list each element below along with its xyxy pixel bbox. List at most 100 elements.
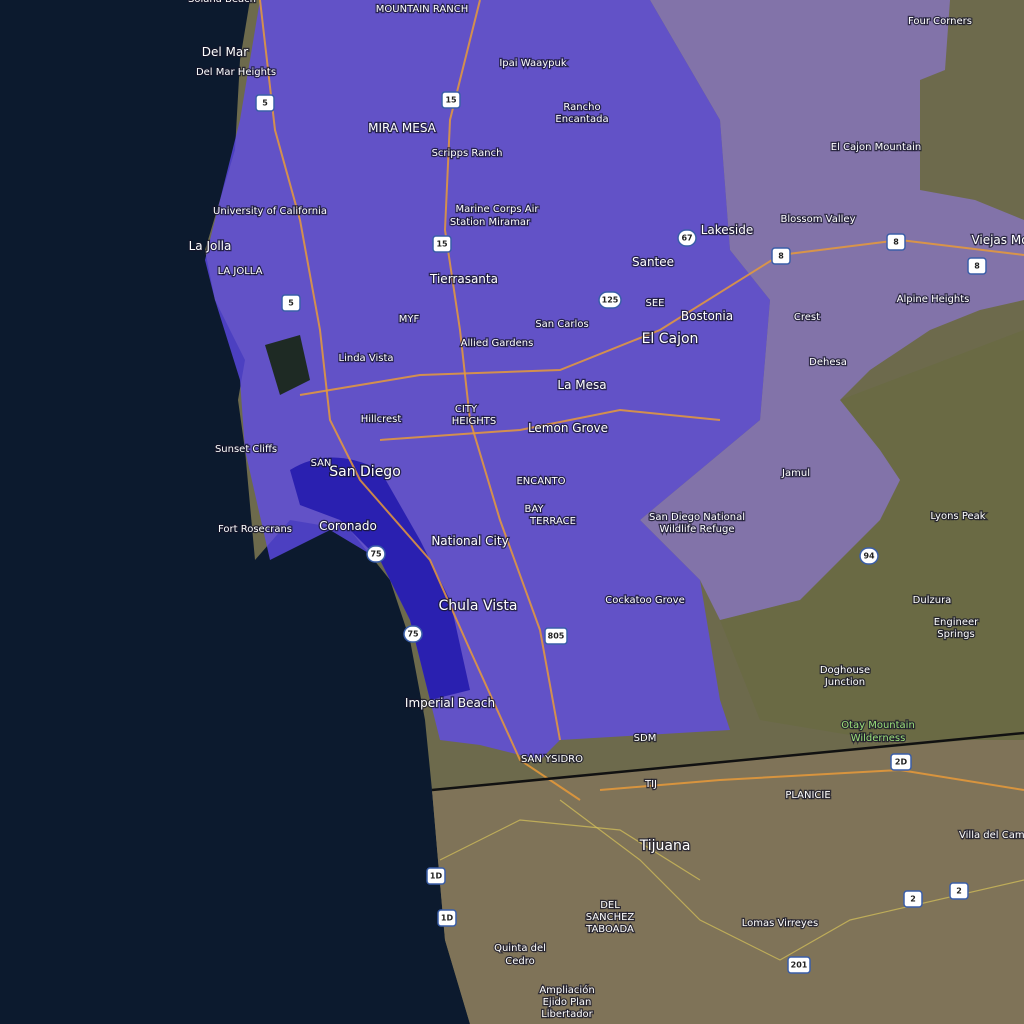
place-label: LA JOLLA <box>218 266 263 277</box>
mission-bay <box>265 335 310 395</box>
region-core <box>205 0 770 760</box>
shield: 67 <box>677 229 697 247</box>
label-line: SANCHEZ <box>586 912 635 923</box>
place-label: Rancho Encantada <box>555 102 608 125</box>
mountains <box>720 330 1024 740</box>
place-label: Marine Corps Air Station Miramar <box>450 204 540 228</box>
place-label: Hillcrest <box>361 414 402 425</box>
place-label: Jamul <box>781 468 810 479</box>
shield: 94 <box>859 547 879 565</box>
place-label: Villa del Camp <box>959 830 1024 841</box>
place-label: Coronado <box>319 519 377 533</box>
shield: 15 <box>441 91 461 109</box>
place-label: Tijuana <box>639 838 691 854</box>
label-line: Marine Corps Air <box>456 204 540 215</box>
shield-label: 2 <box>910 895 916 904</box>
road <box>599 768 1024 791</box>
shields: 5 15 15 8 8 8 125 67 94 75 75 805 905 2D… <box>255 91 987 974</box>
place-label: La Jolla <box>189 239 232 253</box>
place-label: La Mesa <box>557 378 606 392</box>
shield: 201 <box>787 956 811 974</box>
shield: 15 <box>432 235 452 253</box>
label-line: Otay Mountain <box>841 720 915 731</box>
label-line: Engineer <box>934 617 979 628</box>
label-line: TERRACE <box>529 516 576 527</box>
label-line: Wildlife Refuge <box>660 524 735 535</box>
label-line: Springs <box>937 629 974 640</box>
place-label: San Diego <box>329 464 401 480</box>
place-label: Lyons Peak <box>930 511 985 522</box>
shield: 125 <box>598 291 622 309</box>
label-line: Doghouse <box>820 665 870 676</box>
shield: 5 <box>281 294 301 312</box>
place-label: Sunset Cliffs <box>215 444 277 455</box>
place-label: San Diego National Wildlife Refuge <box>649 512 745 535</box>
shield-label: 201 <box>791 961 808 970</box>
shield-label: 1D <box>441 914 454 923</box>
place-label: PLANICIE <box>785 790 830 801</box>
label-line: Ampliación <box>539 984 594 996</box>
label-line: Wilderness <box>851 733 906 744</box>
place-label: University of California <box>213 206 327 217</box>
road <box>439 819 701 881</box>
label-line: Junction <box>824 677 865 688</box>
shield: 2 <box>949 882 969 900</box>
place-label: Ampliación Ejido Plan Libertador <box>539 984 594 1020</box>
place-label: Imperial Beach <box>405 696 495 710</box>
shield: 1D <box>437 909 457 927</box>
place-label: Lemon Grove <box>528 421 608 435</box>
place-label: SAN YSIDRO <box>521 754 583 765</box>
shield-label: 2D <box>895 758 908 767</box>
place-label: San Carlos <box>535 319 588 330</box>
place-label: Allied Gardens <box>461 338 534 349</box>
san-diego-bay <box>290 457 470 700</box>
place-label: Crest <box>794 312 820 323</box>
place-label: El Cajon <box>642 331 699 347</box>
road <box>443 0 561 741</box>
place-label: Linda Vista <box>339 353 394 364</box>
label-line: Encantada <box>555 114 608 125</box>
place-label: Tierrasanta <box>429 272 498 286</box>
road <box>259 0 581 801</box>
place-label: SEE <box>646 298 665 309</box>
place-label: CITY HEIGHTS <box>452 404 497 427</box>
mexico-land <box>432 735 1024 1024</box>
shield: 2D <box>890 753 912 771</box>
place-label: El Cajon Mountain <box>831 142 921 153</box>
label-line: CITY <box>455 404 478 415</box>
shield-label: 8 <box>974 262 980 271</box>
shield-label: 805 <box>548 632 565 641</box>
label-line: DEL <box>600 900 620 911</box>
shield-label: 75 <box>407 630 419 639</box>
place-label: Engineer Springs <box>934 617 979 640</box>
place-label: Fort Rosecrans <box>218 524 292 535</box>
place-label: Lakeside <box>701 223 754 237</box>
shield-label: 67 <box>681 234 692 243</box>
place-label: DEL SANCHEZ TABOADA <box>585 900 634 935</box>
place-label: Santee <box>632 255 674 269</box>
shield-label: 8 <box>778 252 784 261</box>
shield: 805 <box>544 627 568 645</box>
road <box>379 408 721 441</box>
place-label: Blossom Valley <box>780 214 855 225</box>
shield: 75 <box>403 625 423 643</box>
label-line: Libertador <box>541 1009 593 1020</box>
shield-label: 1D <box>430 872 443 881</box>
shield-label: 5 <box>262 99 268 108</box>
place-label: Chula Vista <box>439 598 518 614</box>
place-label: Dulzura <box>913 595 952 606</box>
label-line: BAY <box>524 504 544 515</box>
shield-label: 2 <box>956 887 962 896</box>
place-label: ENCANTO <box>516 476 565 487</box>
shield: 905 <box>548 626 570 642</box>
label-line: Rancho <box>563 102 600 113</box>
place-label: Bostonia <box>681 309 733 323</box>
place-label: SAN <box>311 458 332 469</box>
shield-label: 5 <box>288 299 294 308</box>
shield-label: 15 <box>445 96 457 105</box>
place-label: National City <box>431 534 508 548</box>
place-label: MOUNTAIN RANCH <box>376 4 468 15</box>
label-line: Station Miramar <box>450 217 531 228</box>
shield: 2 <box>903 890 923 908</box>
